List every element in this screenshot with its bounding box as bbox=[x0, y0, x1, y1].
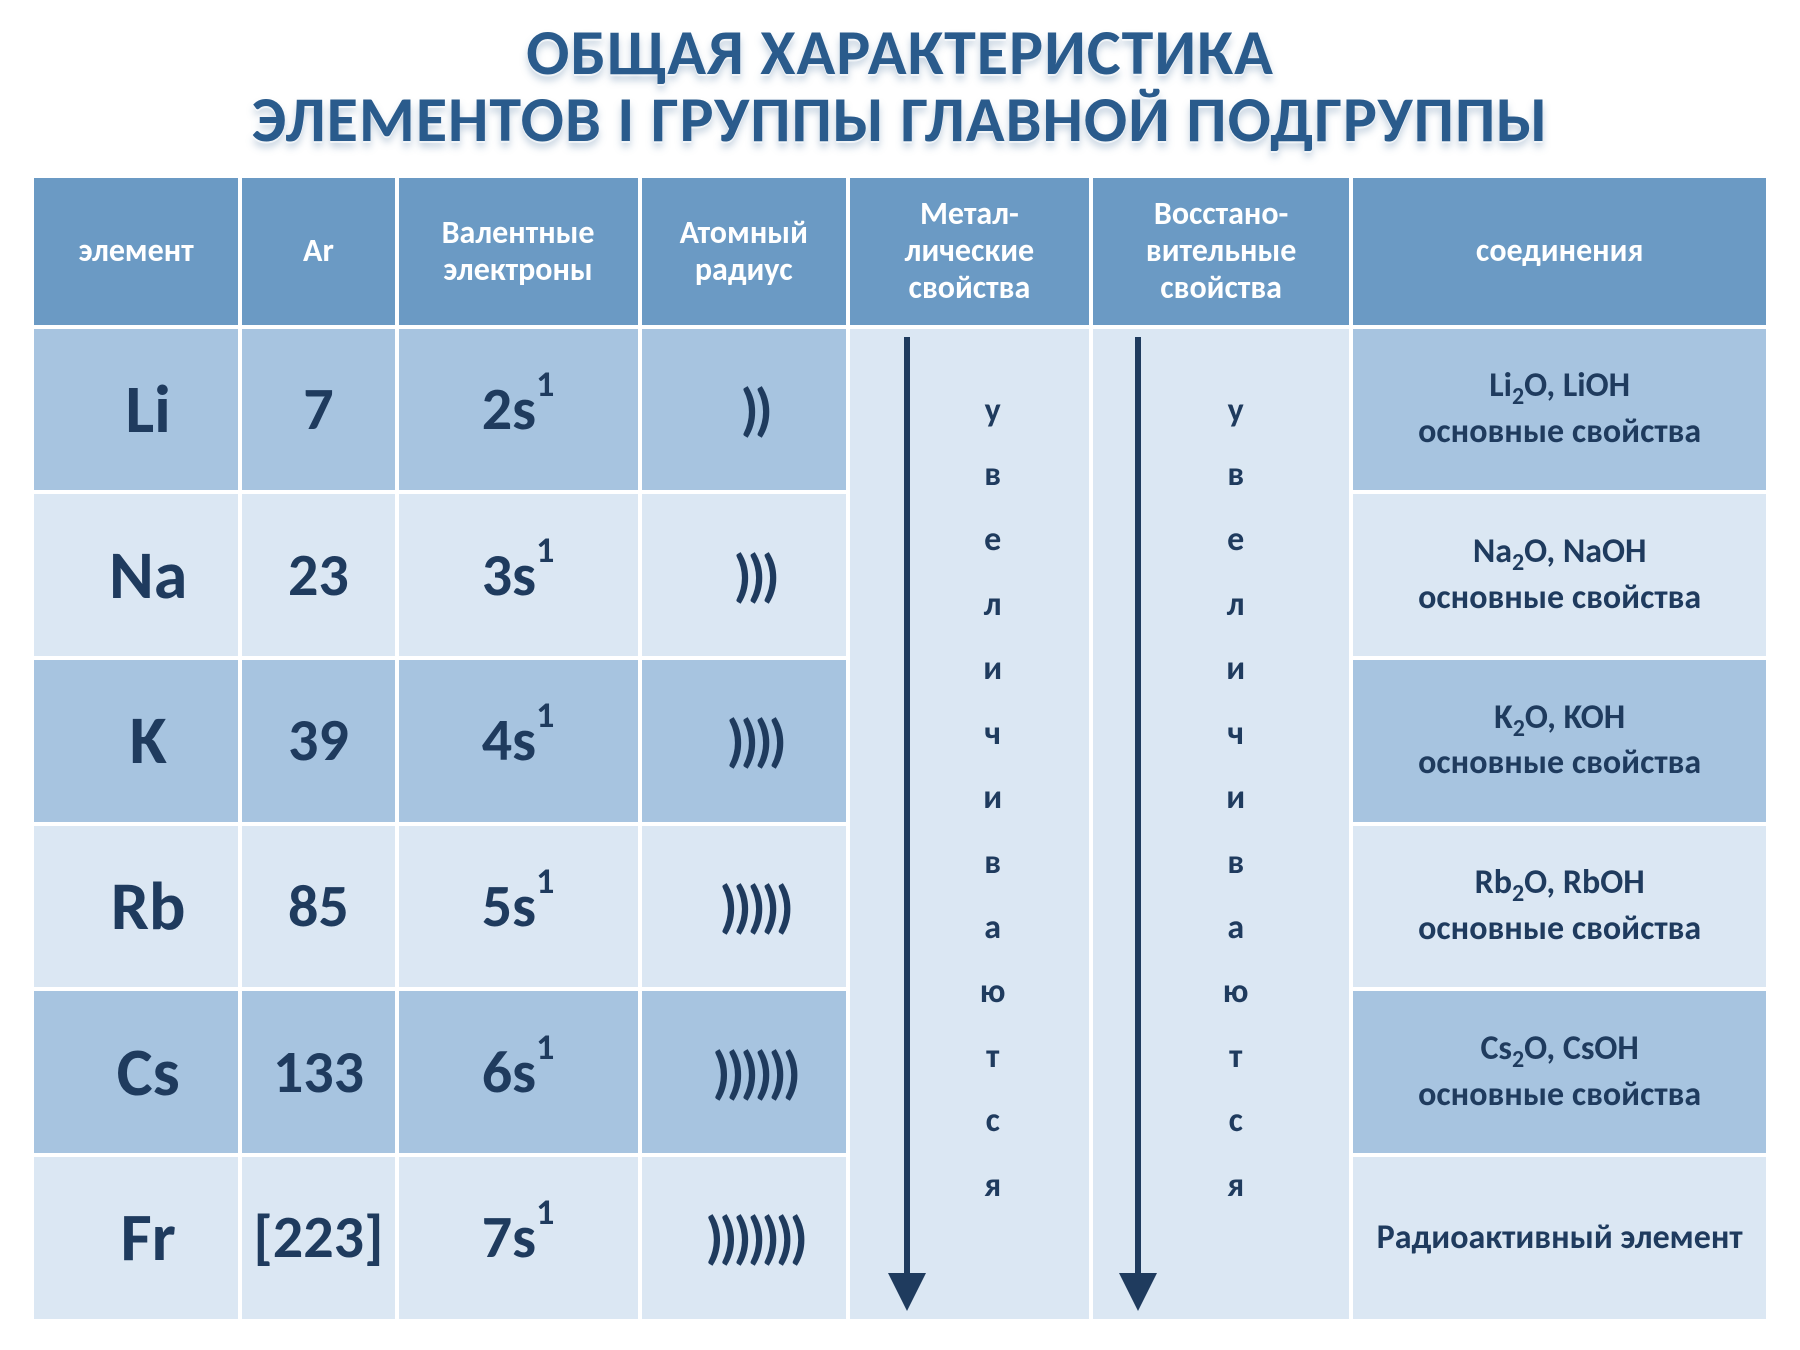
arrow-label: увеличиваются bbox=[1223, 379, 1249, 1219]
cell-element: Cs bbox=[32, 989, 240, 1155]
cell-ar: 85 bbox=[240, 824, 396, 990]
table-header-row: элемент Ar Валентные электроны Атомный р… bbox=[32, 176, 1768, 326]
cell-ar: 39 bbox=[240, 658, 396, 824]
cell-radius: )) bbox=[640, 327, 848, 493]
cell-radius: )))) bbox=[640, 658, 848, 824]
cell-compounds: Rb2O, RbOHосновные свойства bbox=[1351, 824, 1768, 990]
cell-compounds: K2O, KOHосновные свойства bbox=[1351, 658, 1768, 824]
cell-valence: 5s1 bbox=[397, 824, 640, 990]
cell-valence: 4s1 bbox=[397, 658, 640, 824]
cell-element: Fr bbox=[32, 1155, 240, 1321]
cell-ar: 7 bbox=[240, 327, 396, 493]
cell-element: Li bbox=[32, 327, 240, 493]
arrow-label: увеличиваются bbox=[980, 379, 1006, 1219]
table-body: Li72s1)) увеличиваются увеличиваются Li2O, … bbox=[32, 327, 1768, 1321]
cell-element: Rb bbox=[32, 824, 240, 990]
down-arrow-icon bbox=[882, 335, 932, 1315]
table-row: Li72s1))увеличиваютсяувеличиваютсяLi2O, … bbox=[32, 327, 1768, 493]
cell-compounds: Cs2O, CsOHосновные свойства bbox=[1351, 989, 1768, 1155]
metallic-arrow-cell: увеличиваются bbox=[848, 327, 1091, 1321]
cell-valence: 6s1 bbox=[397, 989, 640, 1155]
page-title: ОБЩАЯ ХАРАКТЕРИСТИКА ЭЛЕМЕНТОВ I ГРУППЫ … bbox=[30, 20, 1770, 154]
cell-ar: [223] bbox=[240, 1155, 396, 1321]
cell-radius: ))) bbox=[640, 492, 848, 658]
cell-compounds: Na2O, NaOHосновные свойства bbox=[1351, 492, 1768, 658]
down-arrow-icon bbox=[1113, 335, 1163, 1315]
header-ar: Ar bbox=[240, 176, 396, 326]
header-valence: Валентные электроны bbox=[397, 176, 640, 326]
title-line-1: ОБЩАЯ ХАРАКТЕРИСТИКА bbox=[30, 20, 1770, 87]
cell-radius: )))))) bbox=[640, 989, 848, 1155]
cell-ar: 133 bbox=[240, 989, 396, 1155]
cell-element: Na bbox=[32, 492, 240, 658]
header-element: элемент bbox=[32, 176, 240, 326]
cell-compounds: Li2O, LiOHосновные свойства bbox=[1351, 327, 1768, 493]
title-line-2: ЭЛЕМЕНТОВ I ГРУППЫ ГЛАВНОЙ ПОДГРУППЫ bbox=[30, 87, 1770, 154]
cell-valence: 2s1 bbox=[397, 327, 640, 493]
cell-valence: 7s1 bbox=[397, 1155, 640, 1321]
cell-radius: ))))) bbox=[640, 824, 848, 990]
header-metallic: Метал-лические свойства bbox=[848, 176, 1091, 326]
header-compounds: соединения bbox=[1351, 176, 1768, 326]
cell-ar: 23 bbox=[240, 492, 396, 658]
cell-radius: ))))))) bbox=[640, 1155, 848, 1321]
cell-valence: 3s1 bbox=[397, 492, 640, 658]
header-radius: Атомный радиус bbox=[640, 176, 848, 326]
cell-compounds: Радиоактивный элемент bbox=[1351, 1155, 1768, 1321]
cell-element: K bbox=[32, 658, 240, 824]
reducing-arrow-cell: увеличиваются bbox=[1091, 327, 1351, 1321]
elements-table: элемент Ar Валентные электроны Атомный р… bbox=[30, 174, 1770, 1322]
header-reducing: Восстано-вительные свойства bbox=[1091, 176, 1351, 326]
